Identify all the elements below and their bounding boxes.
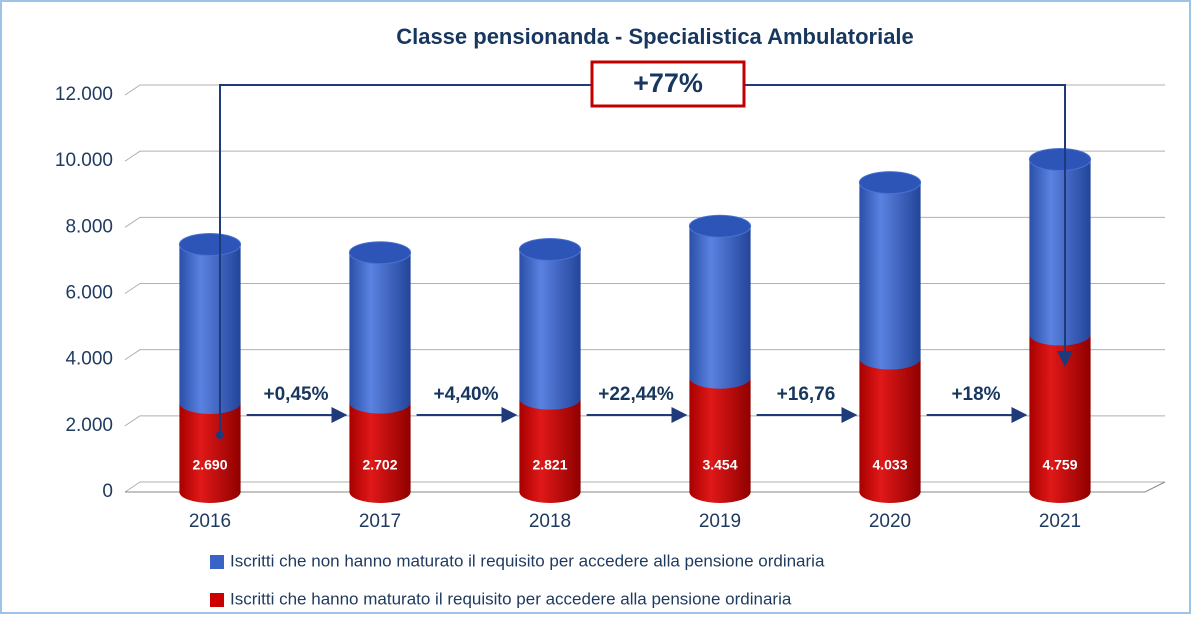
bar-cap: [858, 171, 922, 195]
bar: [179, 403, 241, 504]
bar: [1029, 334, 1091, 503]
value-label: 3.454: [702, 457, 737, 473]
bar-cap: [1028, 148, 1092, 172]
bracket-dot: [216, 431, 224, 439]
y-tick-label: 2.000: [65, 415, 113, 436]
annotation: +77%: [633, 68, 703, 98]
grid-line: [124, 349, 1165, 361]
x-tick-label: 2016: [189, 511, 231, 532]
bar-cap: [348, 241, 412, 265]
bar: [179, 244, 241, 415]
grid-line: [124, 216, 1165, 228]
annotation: +0,45%: [264, 384, 329, 405]
bar: [519, 398, 581, 503]
bar: [1029, 159, 1091, 346]
bar-cap: [688, 214, 752, 238]
legend-label: Iscritti che non hanno maturato il requi…: [230, 551, 825, 570]
bar: [349, 402, 411, 504]
bar-cap: [178, 233, 242, 257]
legend-swatch: [210, 555, 224, 569]
bar: [689, 226, 751, 389]
x-axis: [125, 481, 1166, 493]
bar: [349, 252, 411, 414]
value-label: 4.759: [1042, 457, 1077, 473]
value-label: 4.033: [872, 457, 907, 473]
annotation: +22,44%: [598, 384, 674, 405]
y-tick-label: 10.000: [55, 150, 113, 171]
y-tick-label: 6.000: [65, 283, 113, 304]
bar: [689, 377, 751, 503]
grid-line: [124, 481, 1165, 493]
value-label: 2.702: [362, 457, 397, 473]
y-tick-label: 0: [102, 481, 113, 502]
x-tick-label: 2021: [1039, 511, 1081, 532]
x-tick-label: 2017: [359, 511, 401, 532]
x-tick-label: 2019: [699, 511, 741, 532]
grid-line: [124, 150, 1165, 162]
x-tick-label: 2020: [869, 511, 911, 532]
y-tick-label: 8.000: [65, 216, 113, 237]
value-label: 2.690: [192, 457, 227, 473]
chart-title: Classe pensionanda - Specialistica Ambul…: [396, 24, 914, 49]
grid-line: [124, 283, 1165, 294]
annotation: +16,76: [777, 384, 836, 405]
bar: [519, 249, 581, 410]
value-label: 2.821: [532, 457, 567, 473]
bar-cap: [518, 237, 582, 261]
grid-line: [124, 415, 1165, 427]
x-tick-label: 2018: [529, 511, 571, 532]
annotation: +4,40%: [434, 384, 499, 405]
annotation-box: [590, 60, 746, 108]
y-tick-label: 12.000: [55, 84, 113, 105]
bar: [859, 358, 921, 503]
legend-label: Iscritti che hanno maturato il requisito…: [230, 589, 792, 608]
legend-swatch: [210, 593, 224, 607]
annotation: +18%: [951, 384, 1000, 405]
y-tick-label: 4.000: [65, 349, 113, 370]
bar: [859, 182, 921, 370]
bracket: [219, 84, 1073, 435]
